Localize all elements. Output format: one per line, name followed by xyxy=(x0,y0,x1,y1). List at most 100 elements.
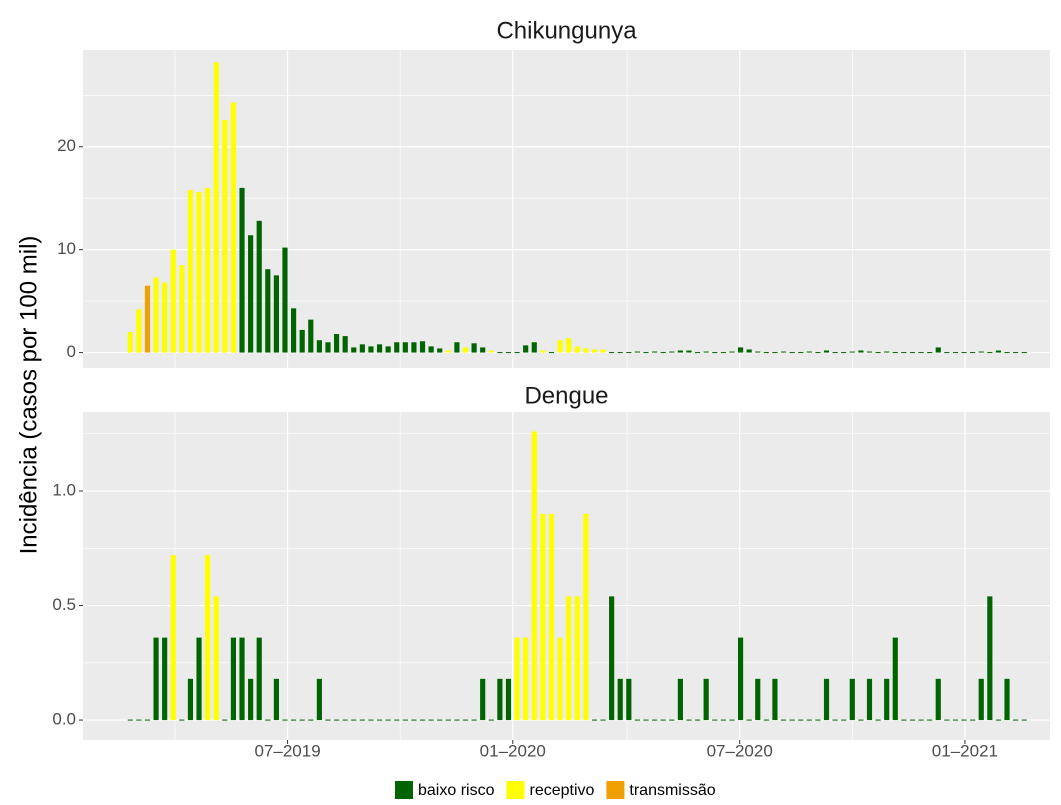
bar xyxy=(849,678,855,721)
bar xyxy=(454,342,460,353)
legend-label: transmissão xyxy=(629,782,715,799)
bar xyxy=(376,719,383,721)
bar xyxy=(617,678,623,721)
bar xyxy=(144,719,151,721)
bar xyxy=(737,347,744,353)
bar xyxy=(686,350,692,353)
legend-key xyxy=(395,781,413,799)
bar xyxy=(213,596,219,721)
bar xyxy=(849,351,855,353)
bar xyxy=(351,347,357,353)
panel-title: Chikungunya xyxy=(496,17,637,44)
bar xyxy=(583,513,589,721)
bar xyxy=(136,309,142,353)
bar xyxy=(1021,352,1027,354)
bar xyxy=(273,678,279,721)
bar xyxy=(746,719,752,721)
bar xyxy=(205,555,211,721)
bar xyxy=(291,719,297,721)
bar xyxy=(419,719,426,721)
bar xyxy=(170,555,176,721)
bar xyxy=(815,352,821,354)
bar xyxy=(927,352,933,354)
bar xyxy=(299,329,305,353)
bar xyxy=(806,351,812,353)
bar xyxy=(153,637,159,721)
bar xyxy=(772,678,778,721)
bar xyxy=(1013,352,1019,354)
bar xyxy=(858,719,864,721)
bar xyxy=(944,719,950,721)
bar xyxy=(583,348,589,353)
bar xyxy=(248,235,254,353)
bar xyxy=(368,346,374,353)
bar xyxy=(127,719,133,721)
bar xyxy=(729,351,735,353)
bar xyxy=(789,352,795,354)
bar xyxy=(282,247,288,353)
bar xyxy=(626,352,632,354)
bar xyxy=(961,352,967,354)
bar xyxy=(548,352,555,354)
bar xyxy=(428,346,434,353)
bar xyxy=(987,352,993,354)
bar xyxy=(927,719,933,721)
y-tick-label: 0 xyxy=(67,342,76,361)
bar xyxy=(471,343,477,353)
y-tick-label: 0.0 xyxy=(52,710,76,729)
bar xyxy=(153,277,159,353)
bar xyxy=(978,678,984,721)
bar xyxy=(548,513,555,721)
bar xyxy=(652,351,658,353)
bar xyxy=(445,719,451,721)
bar xyxy=(136,719,142,721)
bar xyxy=(514,352,520,354)
bar xyxy=(282,719,288,721)
bar xyxy=(333,334,340,353)
bar xyxy=(944,352,950,354)
x-tick-label: 01–2021 xyxy=(932,741,998,760)
bar xyxy=(1004,678,1010,721)
x-tick-label: 07–2020 xyxy=(707,741,773,760)
bar xyxy=(273,275,279,353)
bar xyxy=(179,265,185,353)
bar xyxy=(617,352,623,354)
bar xyxy=(841,352,847,354)
bar xyxy=(875,719,881,721)
bar xyxy=(780,351,787,353)
bar xyxy=(325,342,331,353)
bar xyxy=(428,719,434,721)
bar xyxy=(961,719,967,721)
bar xyxy=(222,719,228,721)
bar xyxy=(265,269,271,353)
panel-background xyxy=(83,50,1050,368)
bar xyxy=(505,352,512,354)
bar xyxy=(557,340,563,353)
bar xyxy=(523,637,529,721)
bar xyxy=(686,719,692,721)
bar xyxy=(540,350,546,353)
bar xyxy=(333,719,340,721)
bar xyxy=(884,351,890,353)
bar xyxy=(368,719,374,721)
bar xyxy=(763,719,769,721)
bar xyxy=(179,719,185,721)
bar xyxy=(170,249,176,353)
bar xyxy=(462,347,469,353)
bar xyxy=(351,719,357,721)
bar xyxy=(935,347,941,353)
bar xyxy=(901,719,907,721)
legend-label: baixo risco xyxy=(418,782,495,799)
bar xyxy=(437,348,443,353)
bar xyxy=(823,678,830,721)
bar xyxy=(841,719,847,721)
bar xyxy=(1013,719,1019,721)
bar xyxy=(248,678,254,721)
bar xyxy=(402,719,408,721)
bar xyxy=(394,719,400,721)
bar xyxy=(987,596,993,721)
bar xyxy=(952,719,959,721)
bar xyxy=(815,719,821,721)
bar xyxy=(239,637,245,721)
